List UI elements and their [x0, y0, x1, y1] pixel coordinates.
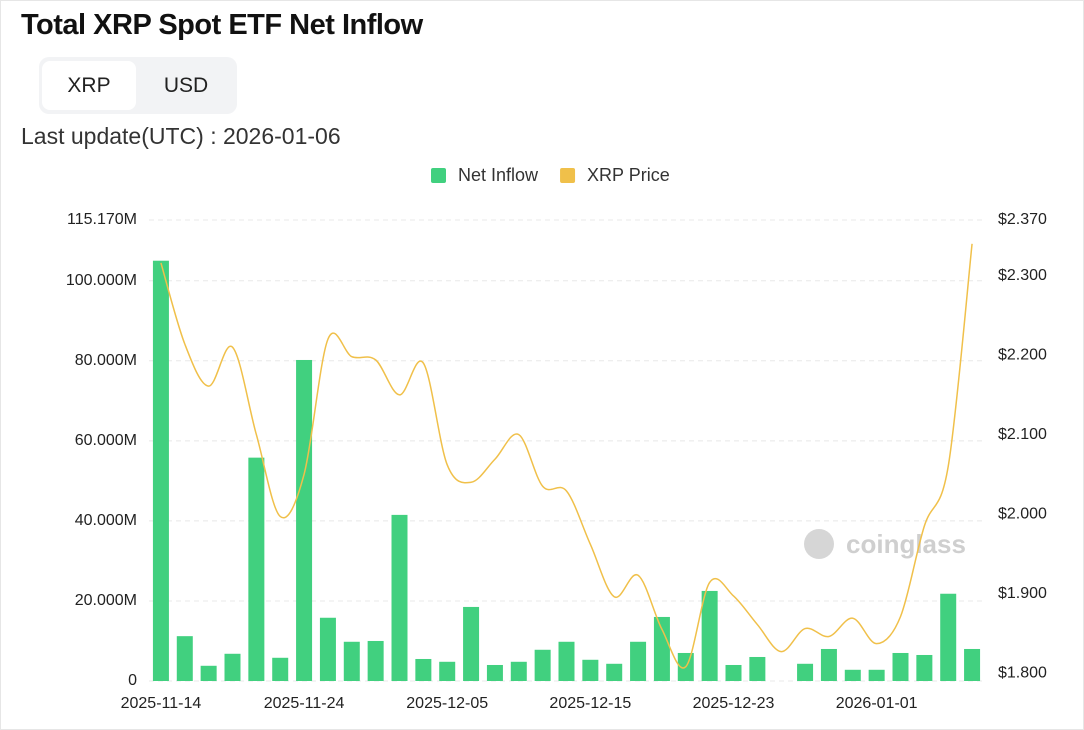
x-tick-label: 2026-01-01: [836, 695, 918, 712]
legend-swatch: [560, 168, 576, 183]
last-update: Last update(UTC) : 2026-01-06: [21, 123, 341, 149]
bar: [916, 654, 933, 681]
bar: [606, 663, 623, 681]
bar: [176, 636, 193, 681]
tab[interactable]: XRP: [42, 61, 136, 110]
y-tick-label: 100.000M: [66, 272, 137, 289]
bar: [463, 606, 480, 681]
bar: [558, 641, 575, 681]
bar: [844, 669, 861, 681]
x-tick-label: 2025-11-14: [121, 695, 202, 712]
bar: [486, 664, 503, 681]
x-tick-label: 2025-12-05: [406, 695, 488, 712]
page-title: Total XRP Spot ETF Net Inflow: [21, 9, 423, 41]
y2-tick-label: $1.900: [998, 585, 1047, 602]
bar: [749, 656, 766, 681]
bar: [701, 590, 718, 681]
price-line: [160, 243, 973, 669]
y2-tick-label: $1.800: [998, 664, 1047, 681]
bar: [892, 652, 909, 681]
y-tick-label: 40.000M: [75, 512, 137, 529]
watermark-logo: [804, 529, 834, 559]
legend-swatch: [431, 168, 446, 183]
bar: [964, 648, 981, 681]
y-tick-label: 0: [128, 672, 137, 689]
bar: [439, 661, 456, 681]
bar: [152, 260, 169, 681]
bar: [319, 617, 336, 681]
x-tick-label: 2025-12-23: [693, 695, 775, 712]
bar: [940, 593, 957, 681]
bar: [248, 457, 265, 681]
bar: [272, 657, 289, 681]
y2-tick-label: $2.370: [998, 211, 1047, 228]
y2-tick-label: $2.100: [998, 426, 1047, 443]
bar: [224, 653, 241, 681]
y-tick-label: 115.170M: [67, 211, 137, 228]
bar: [582, 659, 599, 681]
bar: [415, 658, 432, 681]
bar: [820, 648, 837, 681]
y-tick-label: 80.000M: [75, 352, 137, 369]
bar: [630, 641, 647, 681]
x-tick-label: 2025-12-15: [549, 695, 631, 712]
bar: [725, 664, 742, 681]
bar: [653, 616, 670, 681]
tab-group: XRP USD: [39, 57, 237, 114]
bar: [367, 640, 384, 681]
bar: [343, 641, 360, 681]
bar: [200, 665, 217, 681]
bar: [510, 661, 527, 681]
bar: [868, 669, 885, 681]
bar: [797, 663, 814, 681]
y-tick-label: 20.000M: [75, 592, 137, 609]
legend-label: XRP Price: [587, 165, 670, 185]
y-tick-label: 60.000M: [75, 432, 137, 449]
tab[interactable]: USD: [163, 74, 209, 97]
bar: [391, 514, 408, 681]
y2-tick-label: $2.000: [998, 505, 1047, 522]
watermark: coinglass: [846, 529, 966, 559]
bar: [534, 649, 551, 681]
legend-label: Net Inflow: [458, 165, 539, 185]
y2-tick-label: $2.300: [998, 267, 1047, 284]
y2-tick-label: $2.200: [998, 346, 1047, 363]
bar: [296, 359, 313, 681]
x-tick-label: 2025-11-24: [264, 695, 345, 712]
